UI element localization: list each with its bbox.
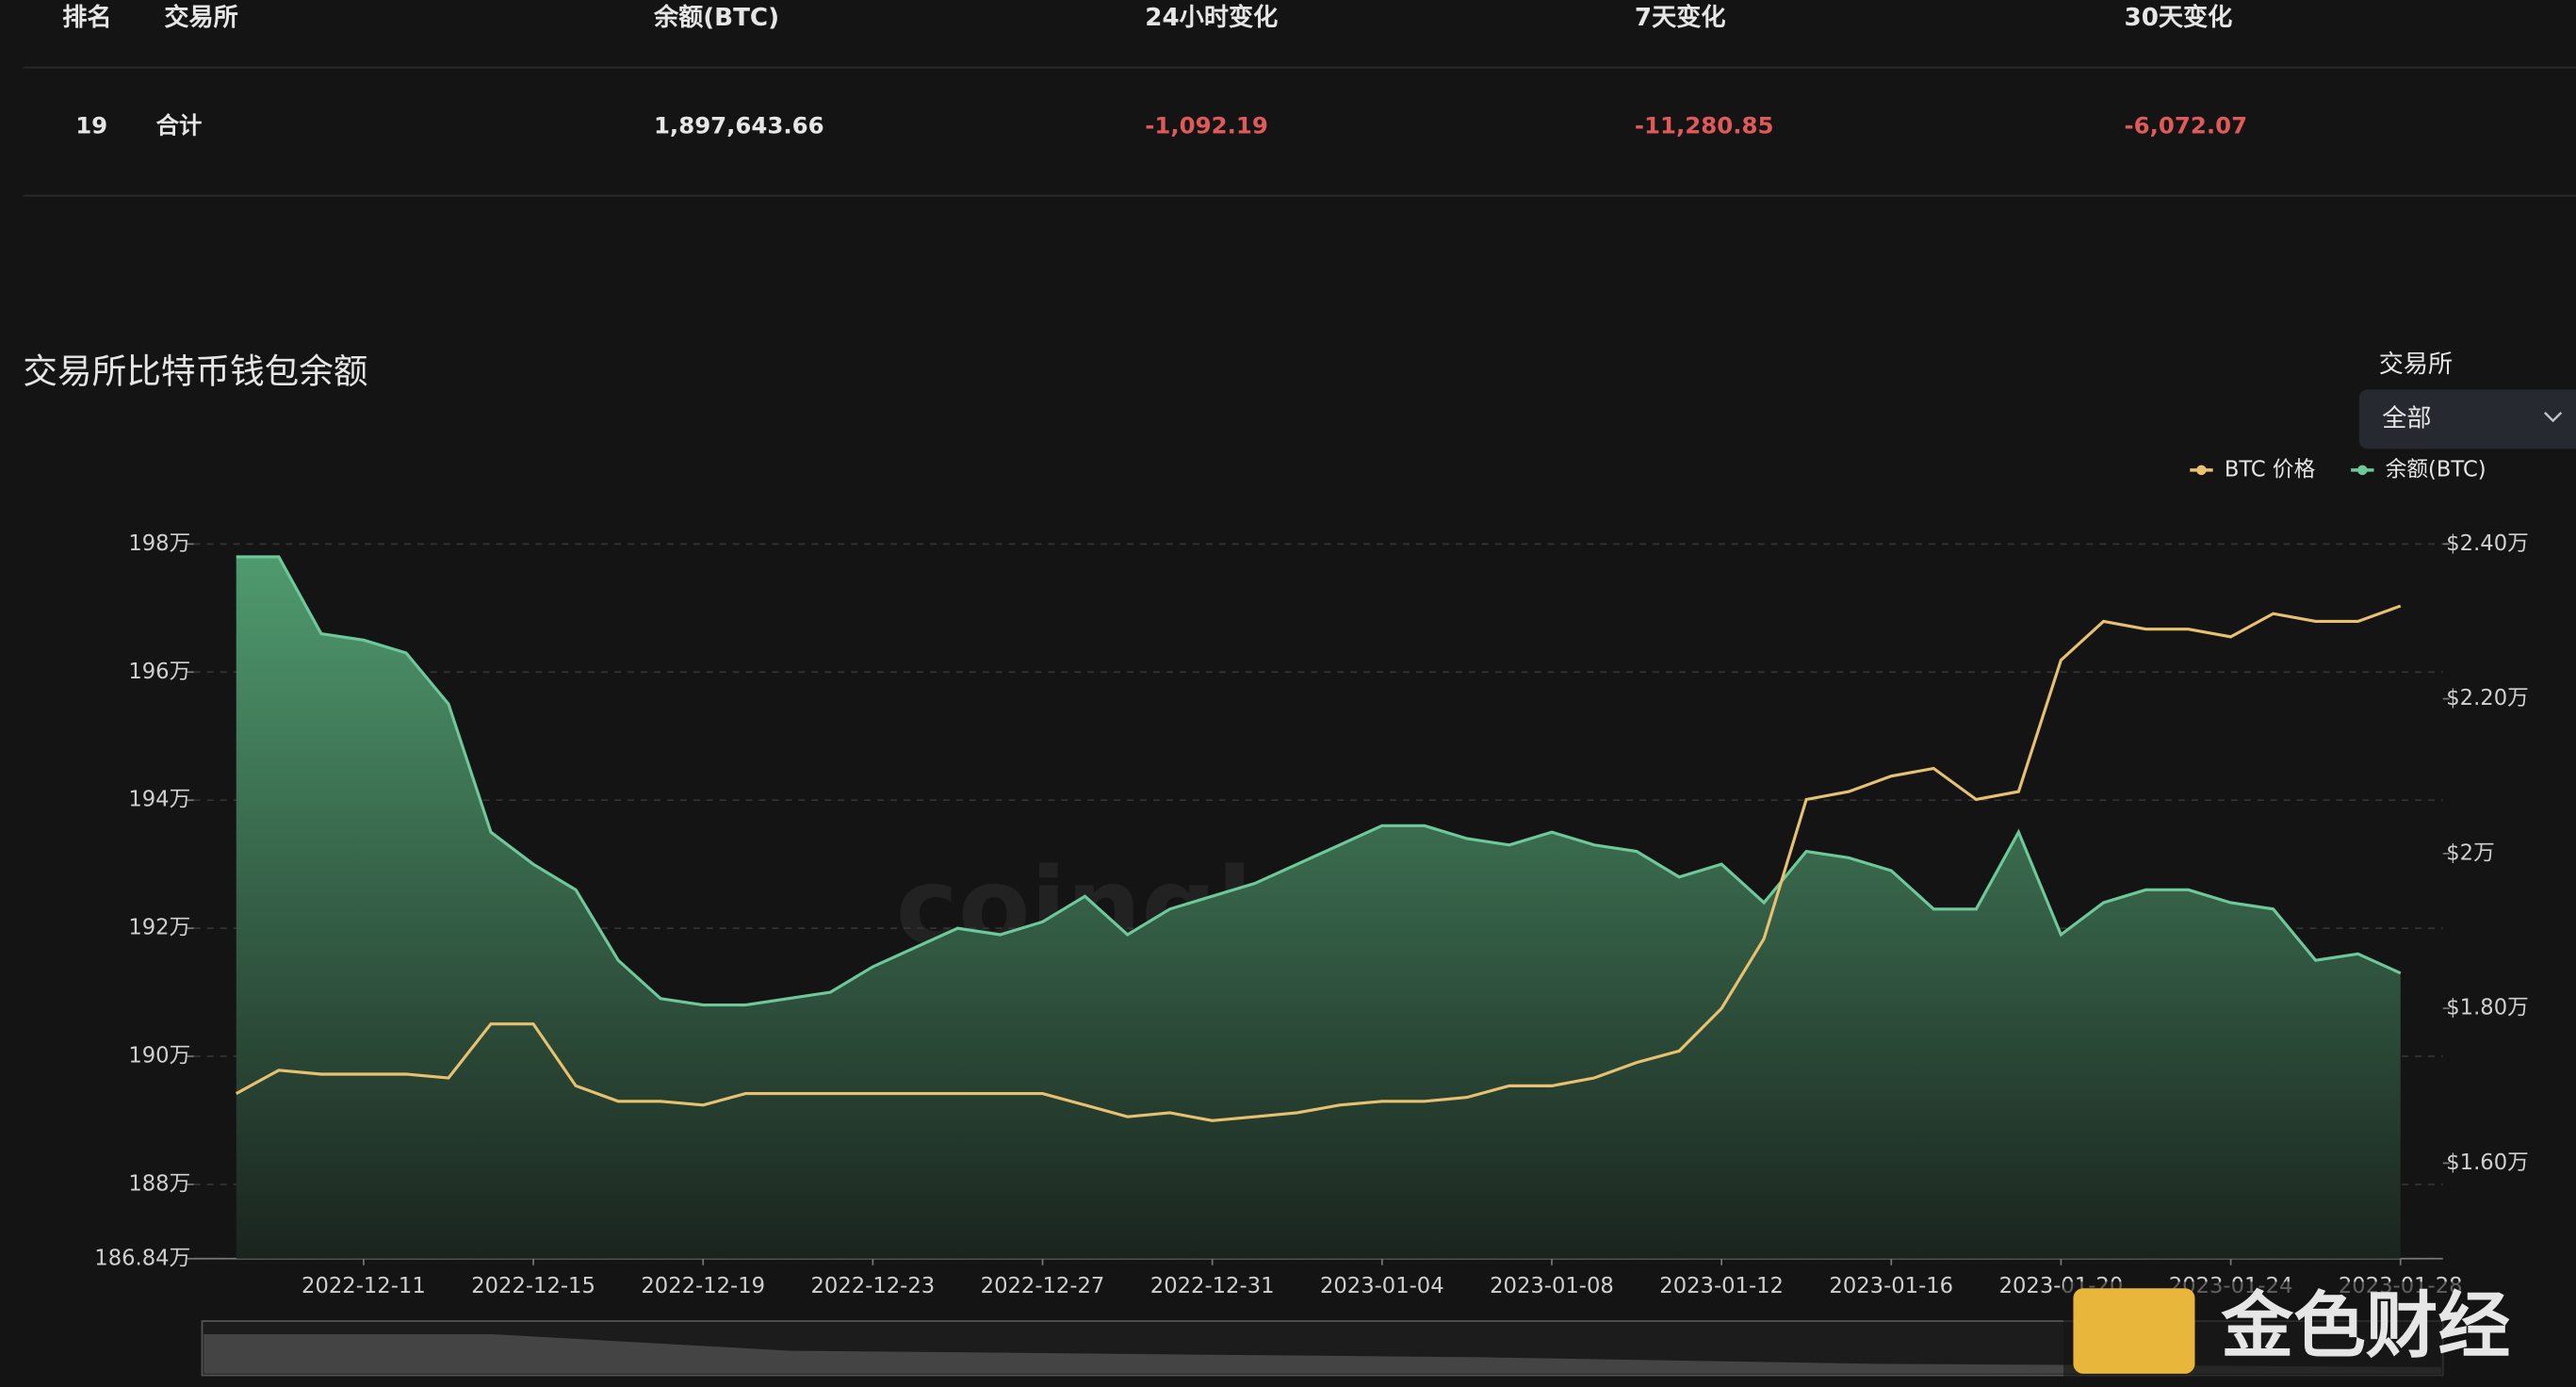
table-header: 余额(BTC) <box>653 3 779 32</box>
y2-tick-label: $2.40万 <box>2446 531 2529 556</box>
x-tick-label: 2022-12-27 <box>981 1274 1105 1298</box>
legend-dot <box>2196 465 2207 476</box>
table-cell: -6,072.07 <box>2125 111 2248 139</box>
table-cell: -11,280.85 <box>1635 111 1774 139</box>
chart-title: 交易所比特币钱包余额 <box>23 351 367 391</box>
logo-icon <box>2073 1288 2195 1374</box>
legend-label: 余额(BTC) <box>2386 457 2486 481</box>
series-line <box>236 555 2402 1007</box>
x-tick-label: 2022-12-11 <box>302 1274 426 1298</box>
y2-tick-label: $1.80万 <box>2446 996 2529 1020</box>
plot: 186.84万 188万 190万 192万 194万 196万 198万 $1.60万 $1.… <box>94 457 2528 1298</box>
y-tick-label: 196万 <box>128 660 190 684</box>
balance-area <box>236 556 2401 1259</box>
table-cell: 19 <box>75 111 107 139</box>
y2-tick-label: $2万 <box>2446 840 2495 865</box>
slider-preview <box>204 1334 2442 1374</box>
x-tick-label: 2023-01-04 <box>1320 1274 1444 1298</box>
series-line <box>235 604 2402 1122</box>
y-tick-label: 186.84万 <box>94 1246 190 1270</box>
filter-dropdown[interactable] <box>2358 389 2576 449</box>
legend-label: BTC 价格 <box>2225 457 2316 481</box>
x-tick-label: 2022-12-31 <box>1150 1274 1275 1298</box>
table-cell: 合计 <box>156 111 203 139</box>
table-header: 交易所 <box>164 3 237 32</box>
table-header: 7天变化 <box>1635 3 1726 32</box>
x-tick-label: 2022-12-23 <box>811 1274 936 1298</box>
y2-tick-label: $1.60万 <box>2446 1150 2529 1175</box>
x-tick-label: 2022-12-19 <box>641 1274 765 1298</box>
table-cell: -1,092.19 <box>1145 111 1268 139</box>
x-tick-label: 2023-01-12 <box>1659 1274 1784 1298</box>
table: 排名 交易所 余额(BTC) 24小时变化 7天变化 30天变化 19 合计 1,897,643… <box>62 3 2247 139</box>
y-tick-label: 192万 <box>128 916 190 940</box>
logo-text: 金色财经 <box>2220 1285 2510 1369</box>
filter-value[interactable]: 全部 <box>2382 404 2431 432</box>
y-tick-label: 188万 <box>128 1171 190 1196</box>
table-header: 24小时变化 <box>1145 3 1278 32</box>
table-cell: 1,897,643.66 <box>654 111 824 139</box>
filter-label: 交易所 <box>2379 351 2453 379</box>
x-tick-label: 2023-01-08 <box>1490 1274 1614 1298</box>
table-header: 30天变化 <box>2125 3 2233 32</box>
y2-tick-label: $2.20万 <box>2446 686 2529 710</box>
y-tick-label: 194万 <box>128 788 190 812</box>
x-tick-label: 2023-01-16 <box>1829 1274 1953 1298</box>
table-header: 排名 <box>62 3 111 32</box>
y-tick-label: 198万 <box>128 531 190 556</box>
y-tick-label: 190万 <box>128 1044 190 1069</box>
dropdown-caret <box>2544 411 2563 423</box>
legend-dot <box>2357 465 2368 476</box>
x-tick-label: 2022-12-15 <box>471 1274 595 1298</box>
